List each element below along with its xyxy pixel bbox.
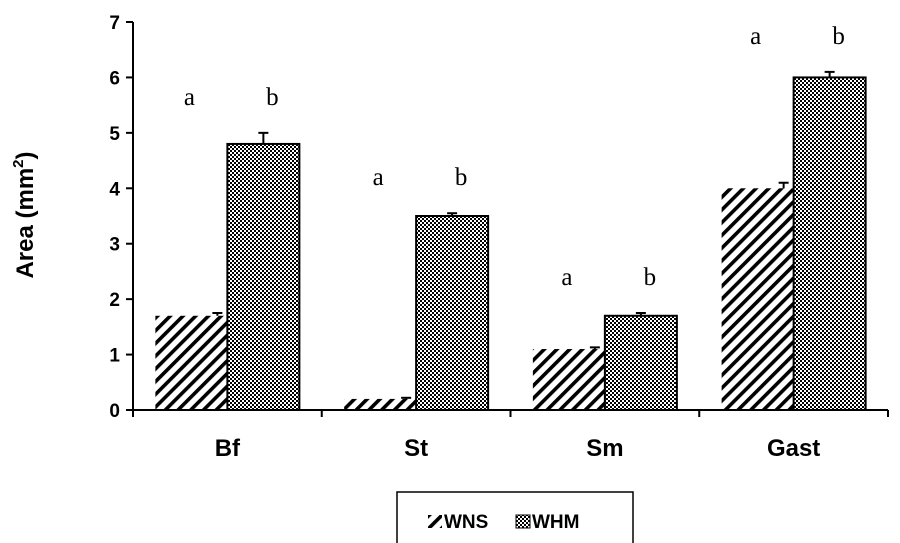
y-tick-label: 6	[109, 68, 120, 89]
y-tick-label: 3	[109, 235, 120, 256]
bar-wns	[344, 398, 417, 410]
bar-whm	[603, 314, 678, 411]
x-category-label: Sm	[586, 435, 623, 462]
y-tick-label: 7	[109, 13, 120, 34]
significance-label-whm: b	[832, 23, 845, 50]
y-ticks: 0 1 2 3 4 5 6 7	[109, 13, 133, 422]
x-category-label: Bf	[215, 435, 241, 462]
significance-label-whm: b	[455, 164, 468, 191]
bars-layer	[155, 76, 867, 412]
x-category-label: St	[404, 435, 428, 462]
y-tick-label: 0	[109, 401, 120, 422]
bar-whm	[226, 142, 301, 411]
y-axis-label: Area (mm2)	[10, 151, 39, 278]
legend-swatch-wns	[428, 515, 442, 528]
significance-label-wns: a	[184, 84, 195, 111]
y-tick-label: 1	[109, 346, 120, 367]
bar-whm	[415, 215, 490, 411]
legend-label-whm: WHM	[532, 512, 579, 533]
y-tick-label: 5	[109, 124, 120, 145]
bar-wns	[721, 188, 794, 410]
significance-label-wns: a	[561, 264, 572, 291]
y-axis-label-main: Area (mm	[12, 168, 39, 279]
legend-swatch-whm	[515, 514, 531, 529]
y-tick-label: 2	[109, 290, 120, 311]
bar-whm	[792, 76, 867, 412]
significance-label-whm: b	[644, 264, 657, 291]
significance-label-wns: a	[750, 23, 761, 50]
x-category-label: Gast	[767, 435, 820, 462]
legend-label-wns: WNS	[444, 512, 488, 533]
significance-label-wns: a	[373, 164, 384, 191]
x-category-labels: Bf St Sm Gast	[132, 410, 889, 462]
y-axis-label-close: )	[12, 151, 39, 159]
bar-wns	[155, 315, 228, 410]
legend: WNS WHM	[396, 491, 634, 543]
significance-label-whm: b	[266, 84, 279, 111]
bar-wns	[532, 349, 605, 410]
significance-labels-layer: a b a b a b a b	[184, 23, 845, 291]
y-axis-label-superscript: 2	[10, 159, 27, 167]
y-tick-label: 4	[109, 179, 120, 200]
error-bars-layer	[212, 70, 835, 399]
